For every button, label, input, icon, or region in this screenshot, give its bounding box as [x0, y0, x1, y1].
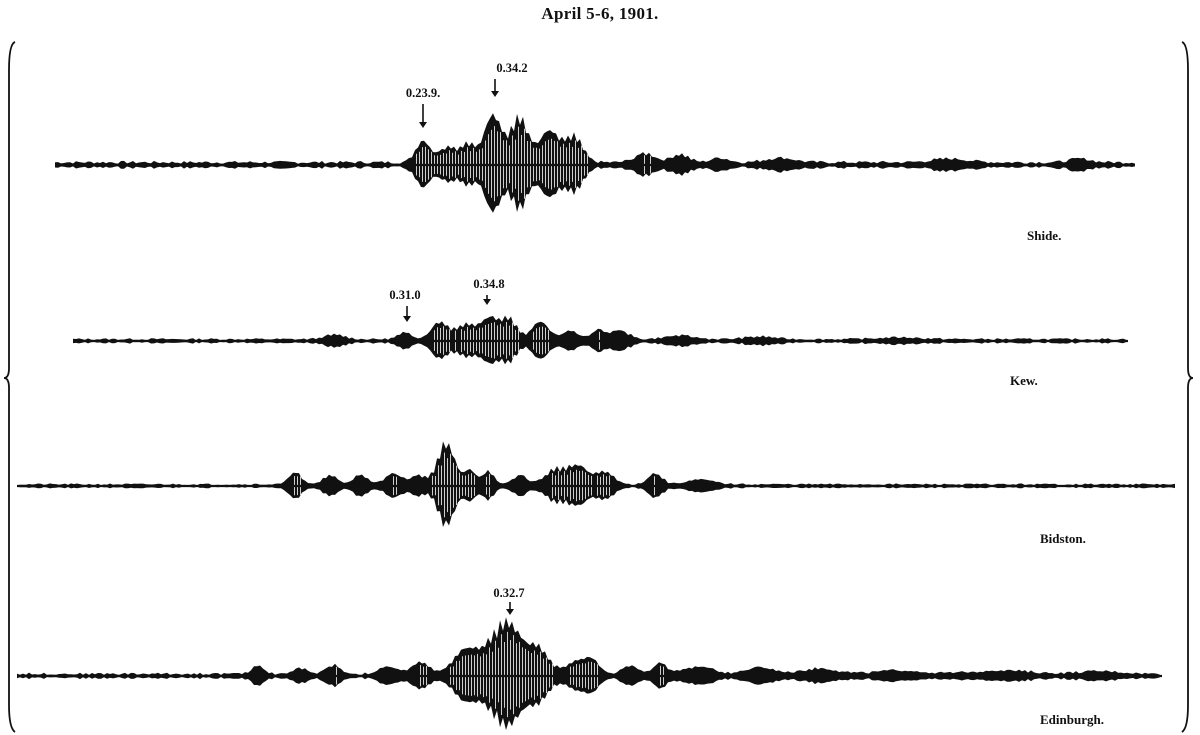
station-label-shide: Shide. [1027, 228, 1062, 243]
arrow-icon [403, 306, 411, 322]
station-label-edinburgh: Edinburgh. [1040, 712, 1104, 727]
time-mark-label: 0.34.8 [473, 277, 505, 291]
arrow-icon [483, 295, 491, 305]
trace-bidston [17, 441, 1175, 527]
arrow-icon [506, 602, 514, 615]
trace-envelope [17, 441, 1175, 527]
station-label-kew: Kew. [1010, 373, 1038, 388]
time-mark-label: 0.34.2 [496, 61, 528, 75]
time-mark-label: 0.31.0 [389, 288, 421, 302]
right-brace [1181, 41, 1194, 733]
trace-envelope [55, 113, 1135, 213]
arrow-icon [491, 79, 499, 97]
trace-shide [55, 113, 1135, 213]
time-mark-label: 0.32.7 [493, 586, 525, 600]
plate-title: April 5-6, 1901. [541, 4, 659, 23]
time-mark-label: 0.23.9. [405, 86, 441, 100]
trace-kew [73, 315, 1128, 365]
station-label-bidston: Bidston. [1040, 531, 1086, 546]
left-brace [3, 41, 16, 733]
trace-edinburgh [17, 617, 1162, 731]
arrow-icon [419, 104, 427, 128]
brackets [3, 41, 1194, 733]
